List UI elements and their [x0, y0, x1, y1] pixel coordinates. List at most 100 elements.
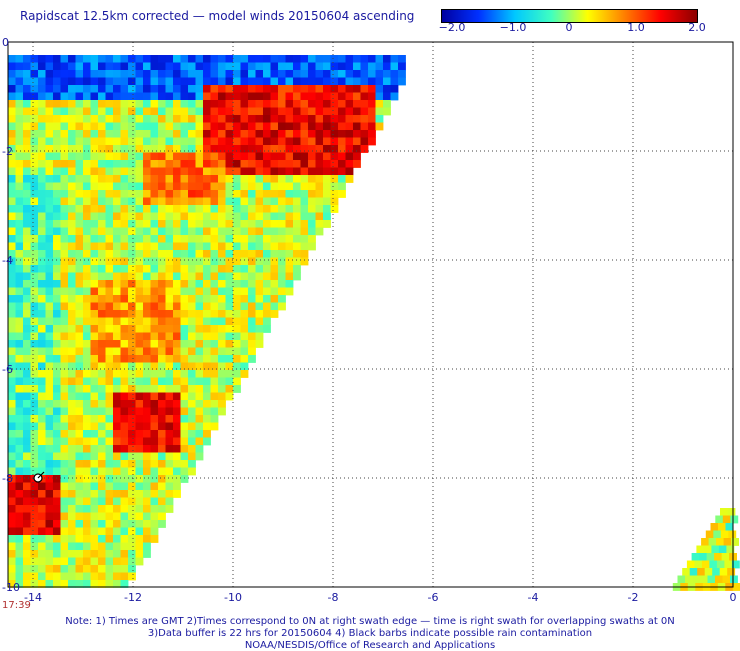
- data-cell: [60, 160, 69, 168]
- data-cell: [120, 242, 129, 251]
- data-cell: [105, 257, 114, 266]
- data-cell: [8, 220, 16, 228]
- data-cell: [105, 212, 114, 221]
- data-cell: [150, 460, 159, 468]
- data-cell: [135, 130, 144, 138]
- data-cell: [105, 182, 114, 191]
- data-cell: [315, 160, 324, 168]
- data-cell: [715, 515, 724, 524]
- data-cell: [90, 580, 99, 588]
- data-cell: [30, 340, 39, 348]
- data-cell: [721, 553, 730, 561]
- data-cell: [15, 62, 24, 71]
- data-cell: [188, 377, 196, 386]
- data-cell: [210, 302, 219, 311]
- data-cell: [135, 175, 144, 183]
- data-cell: [165, 160, 174, 168]
- data-cell: [360, 62, 369, 71]
- data-cell: [15, 190, 24, 198]
- data-cell: [263, 85, 271, 93]
- data-cell: [30, 445, 39, 453]
- data-cell: [278, 227, 286, 236]
- data-cell: [143, 182, 151, 191]
- data-cell: [293, 197, 301, 206]
- data-cell: [173, 55, 181, 63]
- data-cell: [98, 437, 106, 446]
- data-cell: [45, 212, 54, 221]
- data-cell: [345, 115, 354, 123]
- data-cell: [150, 85, 159, 93]
- data-cell: [75, 302, 84, 311]
- data-cell: [255, 130, 264, 138]
- data-cell: [233, 280, 241, 288]
- data-cell: [105, 287, 114, 296]
- data-cell: [98, 325, 106, 333]
- data-cell: [53, 77, 61, 86]
- data-cell: [90, 242, 99, 251]
- data-cell: [75, 55, 84, 63]
- data-cell: [150, 152, 159, 161]
- data-cell: [53, 152, 61, 161]
- data-cell: [23, 445, 31, 453]
- data-cell: [53, 437, 61, 446]
- data-cell: [23, 467, 31, 476]
- data-cell: [53, 362, 61, 371]
- data-cell: [53, 242, 61, 251]
- data-cell: [285, 137, 294, 146]
- data-cell: [195, 362, 204, 371]
- data-cell: [210, 227, 219, 236]
- data-cell: [38, 227, 46, 236]
- data-cell: [113, 227, 121, 236]
- data-cell: [113, 310, 121, 318]
- data-cell: [60, 302, 69, 311]
- data-cell: [8, 565, 16, 573]
- data-cell: [120, 512, 129, 521]
- data-cell: [270, 310, 279, 318]
- data-cell: [45, 175, 54, 183]
- data-cell: [240, 137, 249, 146]
- data-cell: [293, 265, 301, 273]
- data-cell: [240, 152, 249, 161]
- data-cell: [68, 122, 76, 131]
- data-cell: [8, 145, 16, 153]
- data-cell: [30, 287, 39, 296]
- data-cell: [150, 197, 159, 206]
- data-cell: [60, 115, 69, 123]
- data-cell: [218, 92, 226, 101]
- data-cell: [120, 550, 129, 558]
- data-cell: [691, 553, 700, 561]
- data-cell: [128, 520, 136, 528]
- data-cell: [83, 400, 91, 408]
- data-cell: [8, 475, 16, 483]
- data-cell: [128, 452, 136, 461]
- data-cell: [180, 272, 189, 281]
- data-cell: [90, 452, 99, 461]
- data-cell: [105, 265, 114, 273]
- data-cell: [188, 347, 196, 356]
- data-cell: [330, 107, 339, 116]
- data-cell: [135, 287, 144, 296]
- colorbar-label-pos1: 1.0: [627, 21, 645, 34]
- data-cell: [180, 182, 189, 191]
- data-cell: [225, 355, 234, 363]
- data-cell: [113, 85, 121, 93]
- data-cell: [105, 70, 114, 78]
- data-cell: [270, 92, 279, 101]
- data-cell: [15, 107, 24, 116]
- data-cell: [128, 542, 136, 551]
- data-cell: [135, 122, 144, 131]
- data-cell: [128, 310, 136, 318]
- data-cell: [120, 475, 129, 483]
- data-cell: [75, 415, 84, 423]
- data-cell: [68, 467, 76, 476]
- data-cell: [150, 92, 159, 101]
- data-cell: [143, 205, 151, 213]
- data-cell: [38, 62, 46, 71]
- data-cell: [8, 535, 16, 543]
- data-cell: [23, 235, 31, 243]
- data-cell: [83, 550, 91, 558]
- data-cell: [75, 400, 84, 408]
- data-cell: [293, 242, 301, 251]
- data-cell: [143, 535, 151, 543]
- data-cell: [60, 340, 69, 348]
